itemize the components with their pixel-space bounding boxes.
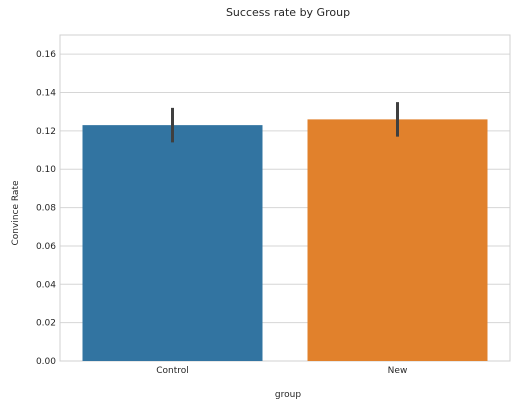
y-tick-label: 0.00 xyxy=(36,357,56,367)
x-axis-label: group xyxy=(275,390,301,400)
y-tick-label: 0.02 xyxy=(36,319,56,329)
bars xyxy=(82,119,488,362)
y-tick-label: 0.14 xyxy=(36,89,56,99)
y-tick-label: 0.04 xyxy=(36,280,56,290)
y-tick-label: 0.10 xyxy=(36,165,56,175)
error-bars xyxy=(171,102,399,143)
x-tick-label: Control xyxy=(156,366,189,376)
y-tick-label: 0.16 xyxy=(36,50,56,60)
y-tick-label: 0.06 xyxy=(36,242,56,252)
bar-new xyxy=(307,119,488,362)
y-tick-label: 0.08 xyxy=(36,204,56,214)
chart-title: Success rate by Group xyxy=(226,6,350,19)
y-axis-label: Convince Rate xyxy=(11,180,21,245)
x-axis-ticks: Control New xyxy=(156,366,407,376)
plot-frame xyxy=(59,34,511,362)
y-tick-label: 0.12 xyxy=(36,127,56,137)
y-axis-ticks: 0.00 0.02 0.04 0.06 0.08 0.10 0.12 0.14 0.16 xyxy=(36,50,56,367)
bar-control xyxy=(82,125,263,361)
x-tick-label: New xyxy=(388,366,408,376)
